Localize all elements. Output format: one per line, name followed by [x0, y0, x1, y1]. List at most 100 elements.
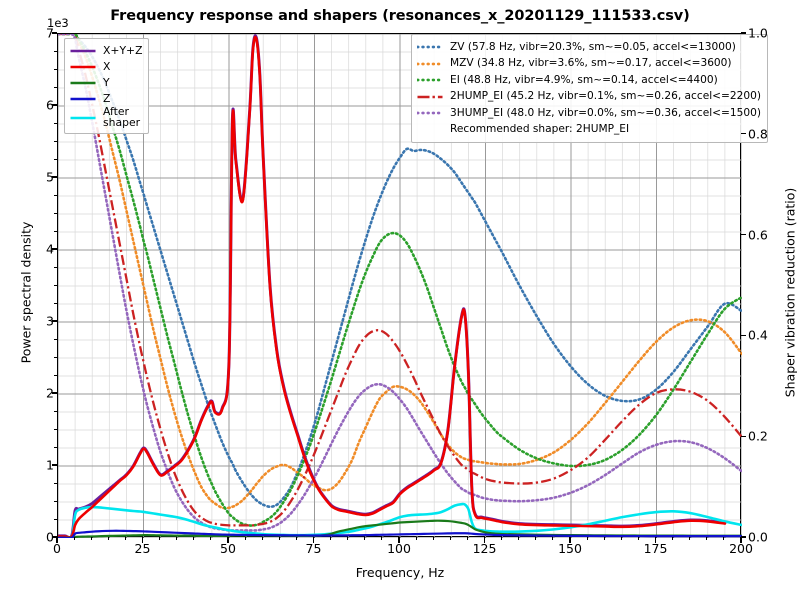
x-minor-tick: [381, 537, 383, 541]
legend-line-swatch: [70, 77, 96, 89]
y-minor-tick: [54, 212, 57, 214]
y-tick-label: 3: [46, 313, 54, 329]
y2-tick-label: 0.6: [748, 227, 768, 243]
y-minor-tick: [54, 356, 57, 358]
legend-response-series[interactable]: X+Y+Z X Y Z After shaper: [64, 38, 150, 134]
x-axis-label: Frequency, Hz: [355, 565, 445, 580]
y-minor-tick: [54, 518, 57, 520]
legend-item-2hump-ei[interactable]: 2HUMP_EI (45.2 Hz, vibr=0.1%, sm~=0.26, …: [417, 89, 761, 106]
x-minor-tick: [107, 537, 109, 541]
legend-item-label: X: [103, 60, 111, 74]
x-minor-tick: [620, 537, 622, 541]
x-minor-tick: [330, 537, 332, 541]
x-tick-mark: [56, 537, 58, 543]
y2-tick-mark: [741, 32, 746, 34]
y2-tick-label: 0.8: [748, 126, 768, 142]
recommended-shaper-note: Recommended shaper: 2HUMP_EI: [417, 122, 761, 138]
y-tick-mark: [52, 464, 57, 466]
x-minor-tick: [295, 537, 297, 541]
y-minor-tick: [54, 266, 57, 268]
y-axis-label: Power spectral density: [18, 221, 34, 364]
psd-curves: [58, 34, 742, 538]
y-axis-offset-text: 1e3: [47, 16, 69, 30]
y2-tick-mark: [741, 435, 746, 437]
x-tick-mark: [569, 537, 571, 543]
legend-item-x-y-z[interactable]: X+Y+Z: [70, 43, 142, 59]
y-tick-mark: [52, 320, 57, 322]
x-tick-label: 200: [729, 541, 753, 556]
legend-line-swatch: [70, 93, 96, 105]
y-tick-mark: [52, 32, 57, 34]
legend-line-swatch: [70, 45, 96, 57]
x-minor-tick: [244, 537, 246, 541]
x-minor-tick: [501, 537, 503, 541]
x-tick-mark: [312, 537, 315, 543]
tick-marks: [58, 537, 742, 538]
x-tick-label: 100: [387, 541, 411, 556]
y-tick-mark: [52, 536, 57, 538]
legend-item-mzv[interactable]: MZV (34.8 Hz, vibr=3.6%, sm~=0.17, accel…: [417, 56, 761, 73]
x-minor-tick: [449, 537, 451, 541]
x-minor-tick: [347, 537, 349, 541]
x-minor-tick: [415, 537, 417, 541]
y-minor-tick: [54, 500, 57, 502]
legend-item-z[interactable]: Z: [70, 91, 142, 107]
y-minor-tick: [54, 194, 57, 196]
y-minor-tick: [54, 428, 57, 430]
legend-item-after-shaper[interactable]: After shaper: [70, 106, 142, 129]
x-minor-tick: [466, 537, 468, 541]
legend-item-label: 2HUMP_EI (45.2 Hz, vibr=0.1%, sm~=0.26, …: [450, 90, 761, 103]
x-minor-tick: [672, 537, 674, 541]
legend-item-label: MZV (34.8 Hz, vibr=3.6%, sm~=0.17, accel…: [450, 57, 732, 70]
legend-item-label: X+Y+Z: [103, 44, 143, 58]
y-minor-tick: [54, 410, 57, 412]
series-ei: [58, 34, 742, 527]
series-2hump_ei: [58, 34, 742, 527]
legend-item-3hump-ei[interactable]: 3HUMP_EI (48.0 Hz, vibr=0.0%, sm~=0.36, …: [417, 105, 761, 122]
x-tick-mark: [398, 537, 400, 543]
x-tick-mark: [227, 537, 229, 543]
x-tick-label: 0: [53, 541, 61, 556]
x-tick-label: 150: [558, 541, 582, 556]
legend-item-zv[interactable]: ZV (57.8 Hz, vibr=20.3%, sm~=0.05, accel…: [417, 39, 761, 56]
x-tick-label: 175: [643, 541, 668, 556]
series-zv: [58, 34, 742, 509]
legend-item-label: 3HUMP_EI (48.0 Hz, vibr=0.0%, sm~=0.36, …: [450, 106, 761, 119]
legend-line-swatch: [417, 58, 443, 70]
y-tick-mark: [52, 392, 57, 394]
legend-line-swatch: [417, 91, 443, 103]
y-tick-label: 7: [46, 25, 54, 41]
y-minor-tick: [54, 482, 57, 484]
x-minor-tick: [518, 537, 520, 541]
x-tick-label: 25: [134, 541, 151, 556]
y-tick-mark: [52, 104, 57, 106]
x-minor-tick: [210, 537, 212, 541]
x-minor-tick: [364, 537, 366, 541]
legend-shapers[interactable]: ZV (57.8 Hz, vibr=20.3%, sm~=0.05, accel…: [411, 34, 768, 143]
legend-line-swatch: [417, 41, 443, 53]
x-minor-tick: [193, 537, 195, 541]
series-x: [58, 35, 727, 538]
legend-line-swatch: [417, 74, 443, 86]
legend-line-swatch: [70, 61, 96, 73]
y-tick-label: 6: [46, 97, 54, 113]
legend-item-x[interactable]: X: [70, 59, 142, 75]
plot-canvas: [58, 34, 742, 538]
y2-tick-mark: [741, 334, 746, 337]
y-minor-tick: [54, 68, 57, 70]
y2-tick-label: 0.2: [748, 428, 768, 444]
legend-item-label: ZV (57.8 Hz, vibr=20.3%, sm~=0.05, accel…: [450, 40, 736, 53]
y-minor-tick: [54, 284, 57, 286]
x-tick-label: 125: [472, 541, 497, 556]
x-minor-tick: [261, 537, 263, 541]
x-minor-tick: [552, 537, 554, 541]
legend-item-y[interactable]: Y: [70, 75, 142, 91]
x-minor-tick: [278, 537, 280, 541]
legend-item-ei[interactable]: EI (48.8 Hz, vibr=4.9%, sm~=0.14, accel<…: [417, 72, 761, 89]
x-minor-tick: [637, 537, 639, 541]
x-tick-label: 50: [220, 541, 236, 556]
y-minor-tick: [54, 50, 57, 52]
y-minor-tick: [54, 122, 57, 124]
series-mzv: [58, 34, 742, 510]
